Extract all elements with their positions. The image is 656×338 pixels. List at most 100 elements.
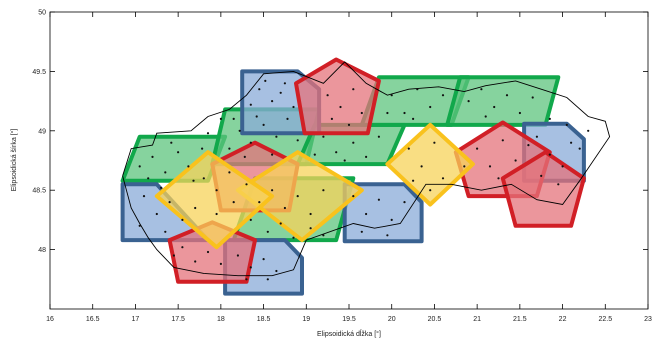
x-tick-label-4: 18 [217,316,225,323]
data-point-104 [172,254,175,257]
data-point-96 [181,218,184,221]
x-tick-label-13: 22.5 [598,316,612,323]
data-point-30 [360,111,363,115]
data-point-87 [249,218,252,221]
data-point-74 [365,212,368,216]
data-point-86 [322,189,325,192]
data-point-111 [202,177,205,180]
region-blue-9 [342,182,424,244]
data-point-34 [335,151,338,154]
data-point-77 [403,201,406,204]
x-tick-label-12: 22 [559,316,567,323]
border-layer [122,61,611,277]
data-point-120 [587,129,590,132]
data-point-43 [429,105,432,109]
country-border [122,61,611,277]
data-point-17 [255,115,258,118]
data-point-44 [441,94,445,97]
data-point-102 [206,250,210,254]
data-point-41 [403,111,406,115]
data-point-50 [505,94,509,97]
x-axis: 16 16.5 17 17.5 18 18.5 19 19.5 20 20.5 21 21.5 22 22… [46,12,652,323]
data-point-33 [322,135,325,138]
data-point-49 [493,105,496,109]
data-point-48 [480,88,483,91]
region-red-11 [294,57,381,136]
data-point-31 [330,117,333,120]
data-point-93 [142,195,146,198]
data-point-57 [514,159,517,162]
data-point-118 [232,117,235,120]
data-point-100 [181,246,184,249]
data-point-8 [160,186,163,189]
x-tick-label-5: 18.5 [257,316,271,323]
data-point-114 [232,201,235,204]
region-yellow-16 [385,122,475,207]
data-point-45 [412,117,415,120]
region-red-15 [500,150,586,228]
data-point-92 [322,234,325,237]
y-tick-label-1: 48.5 [32,188,46,195]
data-point-101 [194,260,197,263]
data-point-20 [258,88,261,91]
data-point-24 [249,103,252,106]
data-point-37 [377,135,380,138]
region-red-13 [167,220,257,284]
data-point-23 [292,105,295,109]
data-point-68 [420,165,423,168]
data-point-27 [326,94,329,97]
y-axis-label: Elipsoidická šírka [°] [10,129,18,192]
data-point-61 [535,135,539,138]
data-point-98 [138,224,141,227]
data-point-62 [548,153,551,156]
data-point-28 [339,105,342,109]
data-point-10 [228,147,231,150]
data-point-99 [164,230,167,233]
data-point-5 [201,147,204,150]
data-point-95 [168,201,171,204]
data-point-16 [296,139,299,142]
x-tick-label-6: 19 [302,316,310,323]
data-point-2 [164,171,167,174]
data-point-52 [531,96,534,99]
data-point-54 [476,147,479,150]
data-point-69 [433,141,436,144]
y-axis: 48 48.5 49 49.5 50 [32,10,648,254]
data-point-106 [249,266,252,269]
data-point-89 [279,222,282,225]
data-point-75 [377,198,380,201]
region-yellow-18 [154,150,275,250]
x-tick-label-3: 17.5 [171,316,185,323]
data-point-38 [343,159,346,162]
data-point-11 [238,129,241,132]
data-point-21 [271,100,274,103]
data-point-36 [365,155,368,158]
data-point-121 [565,123,568,126]
points-layer [138,79,590,281]
data-point-82 [271,189,274,192]
data-point-109 [245,278,248,281]
data-point-46 [386,111,389,115]
data-point-91 [309,227,312,230]
data-point-94 [155,212,158,216]
data-point-76 [390,218,393,221]
regions-layer [120,57,586,296]
data-point-47 [467,100,470,103]
data-point-56 [501,139,504,142]
x-tick-label-11: 21.5 [513,316,527,323]
data-point-59 [463,165,466,168]
data-point-22 [283,82,286,85]
data-point-40 [390,94,393,97]
x-tick-label-2: 17 [132,316,140,323]
x-tick-label-1: 16.5 [86,316,100,323]
x-tick-label-7: 19.5 [342,316,356,323]
data-point-19 [271,153,274,156]
region-yellow-17 [235,150,364,243]
data-point-67 [407,147,410,150]
data-point-107 [262,258,265,261]
x-tick-label-14: 23 [644,316,652,323]
x-tick-label-10: 21 [473,316,481,323]
data-point-9 [192,179,195,182]
data-point-18 [243,155,246,158]
